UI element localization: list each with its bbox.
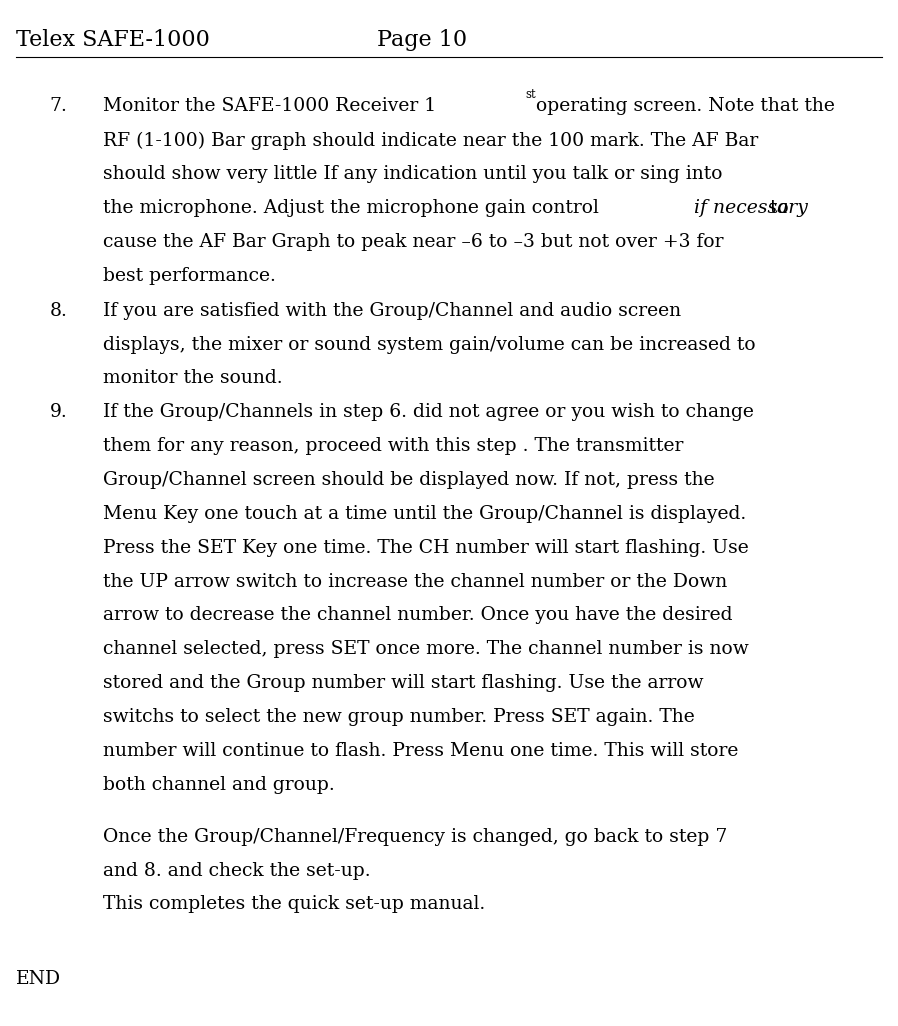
Text: monitor the sound.: monitor the sound.	[103, 369, 283, 388]
Text: the UP arrow switch to increase the channel number or the Down: the UP arrow switch to increase the chan…	[103, 573, 727, 591]
Text: 7.: 7.	[49, 97, 67, 116]
Text: the microphone. Adjust the microphone gain control: the microphone. Adjust the microphone ga…	[103, 199, 605, 218]
Text: 8.: 8.	[49, 302, 67, 320]
Text: and 8. and check the set-up.: and 8. and check the set-up.	[103, 862, 371, 880]
Text: number will continue to flash. Press Menu one time. This will store: number will continue to flash. Press Men…	[103, 742, 739, 760]
Text: best performance.: best performance.	[103, 267, 277, 285]
Text: st: st	[525, 88, 536, 102]
Text: channel selected, press SET once more. The channel number is now: channel selected, press SET once more. T…	[103, 640, 749, 659]
Text: displays, the mixer or sound system gain/volume can be increased to: displays, the mixer or sound system gain…	[103, 336, 756, 354]
Text: them for any reason, proceed with this step . The transmitter: them for any reason, proceed with this s…	[103, 437, 683, 456]
Text: should show very little If any indication until you talk or sing into: should show very little If any indicatio…	[103, 165, 723, 184]
Text: operating screen. Note that the: operating screen. Note that the	[530, 97, 835, 116]
Text: cause the AF Bar Graph to peak near –6 to –3 but not over +3 for: cause the AF Bar Graph to peak near –6 t…	[103, 233, 724, 251]
Text: Page 10: Page 10	[377, 29, 467, 50]
Text: to: to	[764, 199, 788, 218]
Text: END: END	[16, 970, 61, 988]
Text: Monitor the SAFE-1000 Receiver 1: Monitor the SAFE-1000 Receiver 1	[103, 97, 436, 116]
Text: switchs to select the new group number. Press SET again. The: switchs to select the new group number. …	[103, 708, 695, 726]
Text: If you are satisfied with the Group/Channel and audio screen: If you are satisfied with the Group/Chan…	[103, 302, 682, 320]
Text: Once the Group/Channel/Frequency is changed, go back to step 7: Once the Group/Channel/Frequency is chan…	[103, 828, 727, 846]
Text: Press the SET Key one time. The CH number will start flashing. Use: Press the SET Key one time. The CH numbe…	[103, 539, 749, 557]
Text: This completes the quick set-up manual.: This completes the quick set-up manual.	[103, 895, 486, 913]
Text: Telex SAFE-1000: Telex SAFE-1000	[16, 29, 210, 50]
Text: 9.: 9.	[49, 403, 67, 422]
Text: Menu Key one touch at a time until the Group/Channel is displayed.: Menu Key one touch at a time until the G…	[103, 505, 746, 523]
Text: arrow to decrease the channel number. Once you have the desired: arrow to decrease the channel number. On…	[103, 606, 733, 625]
Text: stored and the Group number will start flashing. Use the arrow: stored and the Group number will start f…	[103, 674, 704, 693]
Text: if necessary: if necessary	[694, 199, 808, 218]
Text: If the Group/Channels in step 6. did not agree or you wish to change: If the Group/Channels in step 6. did not…	[103, 403, 754, 422]
Text: RF (1-100) Bar graph should indicate near the 100 mark. The AF Bar: RF (1-100) Bar graph should indicate nea…	[103, 131, 759, 150]
Text: Group/Channel screen should be displayed now. If not, press the: Group/Channel screen should be displayed…	[103, 471, 715, 489]
Text: both channel and group.: both channel and group.	[103, 776, 335, 794]
